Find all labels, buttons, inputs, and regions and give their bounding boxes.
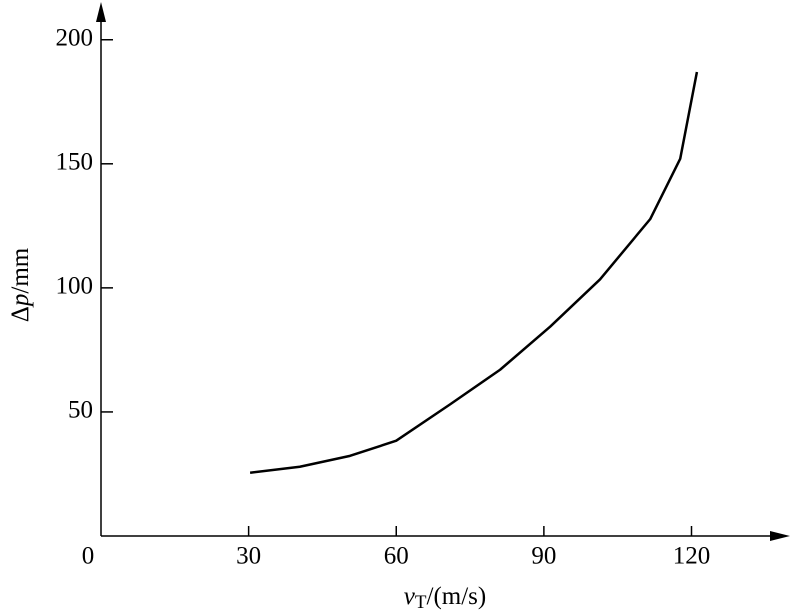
y-axis-arrow: [96, 2, 106, 22]
x-tick-label: 30: [236, 543, 261, 570]
x-tick-label: 120: [673, 543, 711, 570]
x-label-subscript: T: [415, 592, 427, 613]
y-label-unit: /mm: [7, 247, 34, 293]
x-tick-label: 0: [82, 543, 95, 570]
data-line: [249, 71, 699, 474]
y-tick-label: 150: [56, 149, 94, 176]
x-axis-arrow: [770, 531, 790, 541]
x-tick-label: 90: [531, 543, 556, 570]
y-tick-label: 100: [56, 273, 94, 300]
y-axis-label: Δp/mm: [7, 247, 34, 322]
y-tick-label: 200: [56, 24, 94, 51]
y-label-prefix: Δ: [7, 306, 34, 322]
x-label-symbol: v: [404, 583, 416, 610]
y-tick-label: 50: [68, 397, 93, 424]
x-tick-label: 60: [384, 543, 409, 570]
y-label-symbol: p: [7, 294, 34, 309]
x-axis-label: vT/(m/s): [404, 583, 486, 613]
x-label-unit: /(m/s): [427, 583, 487, 610]
